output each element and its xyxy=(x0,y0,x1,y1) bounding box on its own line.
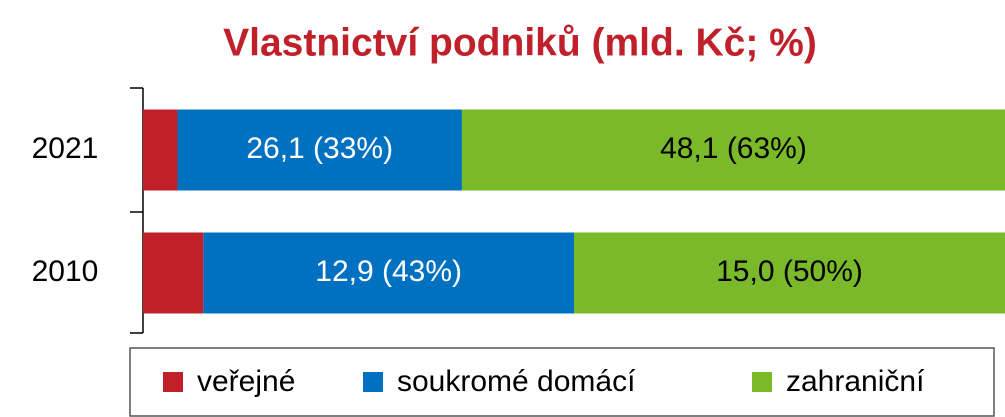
bar-segment xyxy=(574,232,1005,314)
data-label: 12,9 (43%) xyxy=(315,255,462,288)
data-label: 48,1 (63%) xyxy=(660,132,807,165)
legend-label: soukromé domácí xyxy=(397,365,636,398)
legend-swatch xyxy=(752,372,772,392)
data-label: 26,1 (33%) xyxy=(246,132,393,165)
legend-box xyxy=(129,347,995,417)
legend-label: veřejné xyxy=(197,365,295,398)
legend-swatch xyxy=(363,372,383,392)
bar-segment xyxy=(177,109,462,191)
bar-segment xyxy=(143,232,204,314)
legend-label: zahraniční xyxy=(786,365,925,398)
legend-swatch xyxy=(163,372,183,392)
data-label: 15,0 (50%) xyxy=(716,255,863,288)
bar-segment xyxy=(203,232,574,314)
category-axis xyxy=(130,87,144,334)
y-tick-label: 2010 xyxy=(32,255,99,288)
y-tick-label: 2021 xyxy=(32,132,99,165)
bar-segment xyxy=(143,109,178,191)
chart-title: Vlastnictví podniků (mld. Kč; %) xyxy=(223,21,817,64)
bar-segment xyxy=(461,109,1005,191)
